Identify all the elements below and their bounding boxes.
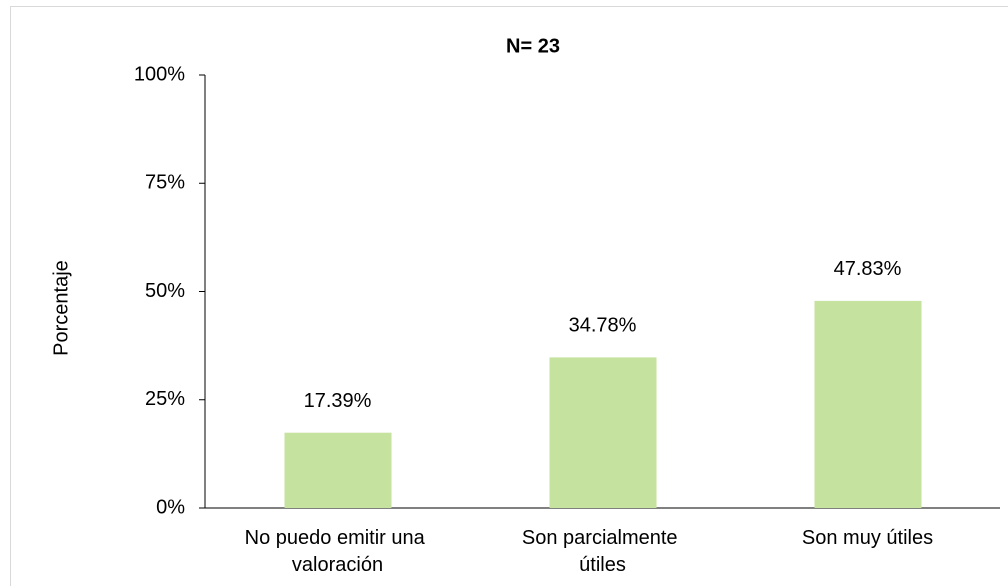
chart-title: N= 23 — [506, 35, 560, 57]
data-label: 17.39% — [304, 390, 372, 412]
y-tick-label: 75% — [145, 172, 185, 194]
x-tick-label: Son muy útiles — [802, 527, 933, 549]
x-tick-label: No puedo emitir una valoración — [245, 527, 431, 576]
y-tick-label: 25% — [145, 388, 185, 410]
bar — [549, 357, 657, 508]
data-label: 47.83% — [834, 258, 902, 280]
bar — [284, 432, 392, 508]
bar — [814, 300, 922, 508]
y-axis-label: Porcentaje — [50, 260, 72, 356]
data-label: 34.78% — [569, 315, 637, 337]
x-tick-label: Son parcialmente útiles — [522, 527, 683, 576]
y-tick-label: 50% — [145, 280, 185, 302]
y-tick-label: 100% — [134, 63, 185, 85]
y-tick-label: 0% — [156, 496, 185, 518]
